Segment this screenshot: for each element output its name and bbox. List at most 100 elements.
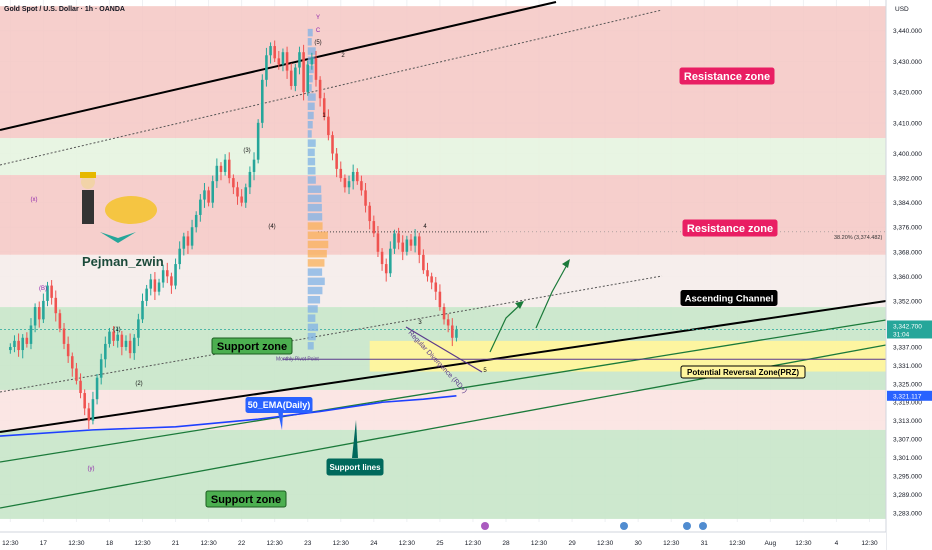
price-tick-label: 3,325.000 [893, 381, 922, 388]
price-tick-label: 3,360.000 [893, 274, 922, 281]
candle-body [87, 408, 91, 421]
ascending-channel-label-box [680, 290, 778, 306]
candle-body [141, 300, 144, 320]
time-tick-label: 12:30 [2, 540, 19, 547]
resistance-zone-label-2-box [682, 219, 778, 237]
time-tick-label: 12:30 [68, 540, 85, 547]
candle-body [124, 340, 128, 347]
candle-body [46, 285, 49, 301]
candle-body [207, 190, 210, 203]
channel-upper-line [0, 1, 557, 131]
candle-body [95, 377, 99, 400]
time-tick-label: 12:30 [465, 540, 482, 547]
price-tick-label: 3,301.000 [893, 455, 922, 462]
price-tick-label: 3,352.000 [893, 298, 922, 305]
support-zone-lower [0, 429, 886, 519]
author-logo: Pejman_zwin [80, 172, 164, 269]
candle-body [298, 52, 301, 68]
volume-profile-bar [307, 176, 316, 184]
channel-lower-dotted [0, 275, 663, 393]
candle-body [186, 236, 190, 246]
resistance-zone-label-2: Resistance zone [687, 223, 773, 235]
time-tick-label: 12:30 [399, 540, 416, 547]
candle-body [380, 251, 384, 265]
candle-body [157, 282, 161, 292]
candle-body [331, 135, 334, 154]
currency-label: USD [895, 6, 909, 13]
candle-body [182, 236, 186, 249]
time-tick-label: 12:30 [663, 540, 680, 547]
price-tick-label: 3,295.000 [893, 473, 922, 480]
volume-profile-bar [307, 268, 323, 276]
volume-profile-bar [307, 222, 323, 230]
volume-profile-bar [307, 102, 315, 111]
candle-body [343, 178, 347, 188]
candle-body [215, 165, 219, 182]
ema-price-tag [887, 390, 932, 401]
candle-body [306, 64, 310, 93]
candle-body [455, 329, 458, 338]
volume-profile-bar [307, 120, 313, 129]
ascending-channel-label: Ascending Channel [685, 293, 774, 304]
price-tick-label: 3,313.000 [893, 418, 922, 425]
countdown-value: 31:04 [893, 331, 910, 338]
price-tick-label: 3,337.000 [893, 344, 922, 351]
candle-body [42, 300, 45, 320]
volume-profile-bar [307, 342, 314, 350]
candle-body [413, 236, 417, 246]
candle-body [17, 340, 20, 351]
projection-arrow-1-head [515, 301, 524, 309]
candle-body [236, 187, 239, 197]
candle-body [149, 279, 153, 289]
volume-profile-bar [307, 314, 316, 322]
candle-body [166, 270, 169, 277]
event-marker-icon[interactable] [620, 522, 628, 530]
candle-body [318, 79, 322, 99]
event-marker-icon[interactable] [699, 522, 707, 530]
neutral-band-3 [0, 389, 886, 430]
volume-profile-bar [307, 38, 312, 46]
volume-profile-bar [307, 28, 313, 37]
volume-profile-bar [307, 148, 315, 157]
candle-body [248, 171, 252, 188]
ema-price-value: 3,321.117 [893, 393, 922, 400]
time-axis-bg [0, 532, 886, 550]
candle-body [269, 46, 272, 56]
candle-body [314, 58, 318, 80]
volume-profile-bar [307, 213, 323, 221]
time-tick-label: 12:30 [861, 540, 878, 547]
price-tick-label: 3,384.000 [893, 200, 922, 207]
support-zone-label-1-box [211, 337, 293, 355]
candle-body [397, 233, 400, 243]
time-tick-label: 12:30 [795, 540, 812, 547]
candle-body [389, 248, 392, 274]
price-tick-label: 3,289.000 [893, 492, 922, 499]
volume-profile [307, 28, 329, 350]
candle-body [37, 307, 41, 320]
support-zone-label-2: Support zone [211, 494, 281, 506]
author-check [100, 232, 136, 243]
volume-profile-bar [307, 139, 316, 147]
candle-body [393, 233, 396, 249]
candle-body [240, 196, 243, 203]
candle-body [426, 270, 429, 277]
candle-body [227, 159, 231, 179]
candle-body [79, 380, 82, 394]
time-tick-label: 12:30 [333, 540, 350, 547]
prz-label-box [680, 365, 806, 379]
candle-body [153, 279, 157, 292]
time-tick-label: 12:30 [134, 540, 151, 547]
prz-label: Potential Reversal Zone(PRZ) [687, 368, 799, 377]
event-marker-icon[interactable] [683, 522, 691, 530]
event-marker-icon[interactable] [481, 522, 489, 530]
candle-body [174, 264, 177, 286]
candle-body [438, 291, 442, 308]
candle-body [281, 52, 285, 65]
time-tick-label: Aug [765, 540, 777, 547]
candle-body [322, 98, 326, 117]
candle-body [9, 346, 12, 351]
candle-body [372, 221, 376, 234]
candle-body [327, 116, 330, 136]
candle-body [145, 288, 148, 301]
